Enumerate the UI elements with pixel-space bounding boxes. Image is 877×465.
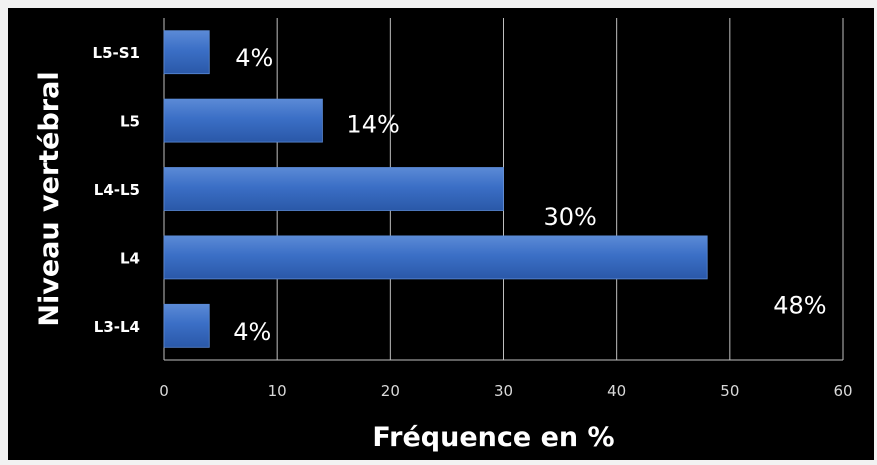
y-tick-label: L3-L4 — [94, 318, 140, 336]
bar-l4-l5 — [163, 167, 504, 211]
data-label: 4% — [233, 318, 271, 346]
x-tick-label: 10 — [268, 382, 287, 400]
x-tick-label: 60 — [833, 382, 852, 400]
y-tick-label: L5 — [120, 113, 140, 131]
x-axis-ticks: 0 10 20 30 40 50 60 — [159, 382, 852, 400]
chart-background — [8, 8, 874, 460]
data-label: 48% — [773, 291, 826, 319]
data-label: 30% — [544, 203, 597, 231]
y-tick-label: L4 — [120, 249, 140, 267]
data-label: 14% — [346, 111, 399, 139]
x-tick-label: 0 — [159, 382, 169, 400]
bars — [163, 30, 708, 348]
y-tick-label: L4-L5 — [94, 181, 140, 199]
data-label: 4% — [235, 44, 273, 72]
bar-l3-l4 — [163, 303, 210, 348]
x-axis-title: Fréquence en % — [372, 422, 614, 453]
y-tick-label: L5-S1 — [93, 44, 140, 62]
x-tick-label: 20 — [381, 382, 400, 400]
bar-l5 — [163, 98, 323, 143]
y-axis-title: Niveau vertébral — [34, 71, 65, 326]
y-axis-ticks: L5-S1 L5 L4-L5 L4 L3-L4 — [93, 44, 140, 336]
x-tick-label: 30 — [494, 382, 513, 400]
data-labels: 4% 14% 30% 48% 4% — [233, 44, 826, 346]
x-tick-label: 40 — [607, 382, 626, 400]
bar-l5-s1 — [163, 30, 210, 75]
x-tick-label: 50 — [720, 382, 739, 400]
bar-l4 — [163, 235, 708, 280]
